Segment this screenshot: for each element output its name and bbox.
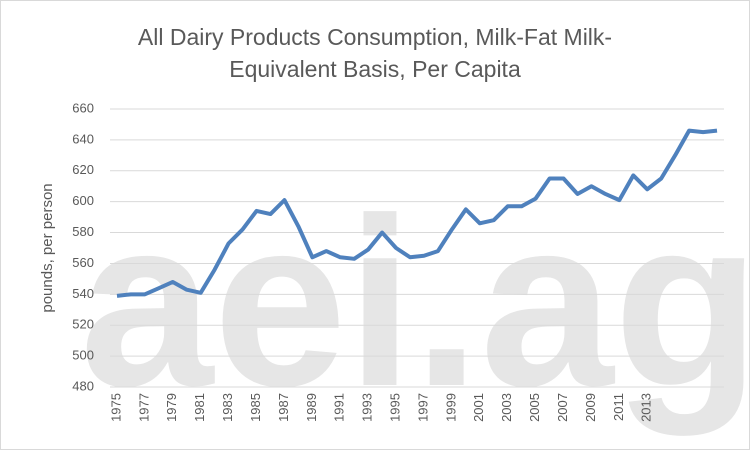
- x-tick-label: 1993: [360, 393, 375, 422]
- watermark: aei.ag: [80, 168, 750, 436]
- x-tick-label: 1995: [388, 393, 403, 422]
- x-tick-label: 1987: [276, 393, 291, 422]
- x-tick-label: 2013: [639, 393, 654, 422]
- x-tick-label: 2007: [555, 393, 570, 422]
- x-tick-label: 2011: [611, 393, 626, 421]
- y-tick-label: 580: [72, 224, 94, 239]
- x-tick-label: 1989: [304, 393, 319, 422]
- x-tick-label: 1981: [192, 393, 207, 422]
- x-tick-label: 1991: [332, 393, 347, 422]
- x-tick-label: 1983: [220, 393, 235, 422]
- y-tick-label: 600: [72, 193, 94, 208]
- x-tick-label: 1979: [164, 393, 179, 422]
- data-line: [116, 128, 718, 298]
- y-tick-label: 520: [72, 317, 94, 332]
- x-tick-label: 2005: [527, 393, 542, 422]
- y-tick-label: 640: [72, 131, 94, 146]
- x-tick-label: 1997: [415, 393, 430, 422]
- y-tick-label: 500: [72, 348, 94, 363]
- y-tick-label: 620: [72, 162, 94, 177]
- y-tick-label: 660: [72, 100, 94, 115]
- y-axis-label: pounds, per person: [39, 183, 56, 312]
- chart-title: All Dairy Products Consumption, Milk-Fat…: [138, 24, 612, 50]
- x-tick-label: 1977: [136, 393, 151, 422]
- x-tick-label: 1985: [248, 393, 263, 422]
- chart-title: Equivalent Basis, Per Capita: [229, 56, 521, 82]
- y-tick-label: 480: [72, 378, 94, 393]
- x-tick-label: 2009: [583, 393, 598, 422]
- x-tick-label: 2003: [499, 393, 514, 422]
- x-tick-label: 1975: [108, 393, 123, 422]
- y-tick-label: 540: [72, 286, 94, 301]
- x-tick-label: 2001: [471, 393, 486, 422]
- x-tick-label: 1999: [443, 393, 458, 422]
- y-tick-label: 560: [72, 255, 94, 270]
